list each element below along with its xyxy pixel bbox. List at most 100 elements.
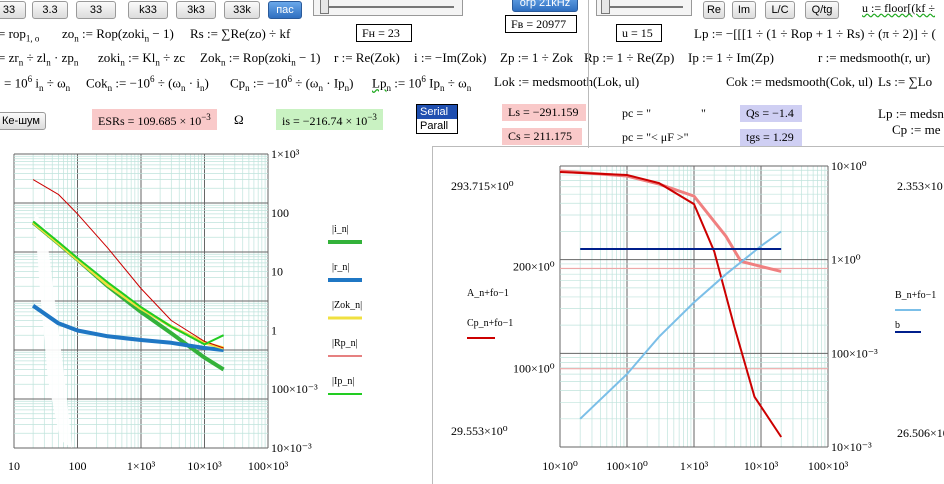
series-line-1	[559, 171, 783, 438]
legend-label: |Ip_n|	[332, 376, 354, 387]
series-line-1	[31, 304, 224, 352]
view-button-l-c[interactable]: L/C	[765, 1, 795, 19]
inner-right-label: 100×10⁻³	[831, 346, 878, 360]
x-tick-label: 100×10³	[248, 459, 289, 473]
legend-label: |Zok_n|	[332, 300, 362, 311]
formula-l: = 106 in ÷ ωn	[4, 74, 71, 93]
pc-string-2: pc = "< μF >"	[622, 130, 689, 144]
legend-label: Cp_n+fo−1	[467, 318, 513, 329]
fn-value: Fн = 23	[356, 24, 412, 42]
fv-value: Fв = 20977	[505, 15, 577, 33]
view-button-re[interactable]: Re	[703, 1, 725, 19]
formula-zo: zon := Rop(zokin − 1)	[62, 26, 174, 44]
legend-label: |i_n|	[332, 224, 349, 235]
range-button-3[interactable]: k33	[128, 1, 168, 19]
formula-cp: Cpn := −106 ÷ (ωn · Ipn)	[230, 74, 354, 93]
formula-i: i := −Im(Zok)	[414, 50, 487, 65]
view-button-q-tg[interactable]: Q/tg	[805, 1, 839, 19]
range-button-4[interactable]: 3k3	[176, 1, 216, 19]
range-button-1[interactable]: 3.3	[32, 1, 68, 19]
formula-ls: Ls := ∑Lo	[878, 74, 933, 89]
formula-rs: Rs := ∑Re(zo) ÷ kf	[190, 26, 291, 41]
mode-listbox[interactable]: Serial Parall	[416, 104, 458, 134]
formula-r: r := Re(Zok)	[334, 50, 400, 65]
y-tick-label: 100×10⁻³	[271, 382, 318, 396]
left-axis-label: 100×10⁰	[513, 362, 555, 376]
noise-button[interactable]: Ке-шум	[0, 112, 46, 130]
range-button-6[interactable]: пас	[268, 1, 302, 19]
formula-rop: = rop1, o	[0, 26, 40, 44]
left-axis-label: 293.715×10⁰	[451, 179, 514, 193]
inner-right-label: 1×10⁰	[831, 253, 861, 267]
formula-lok: Lok := medsmooth(Lok, ul)	[494, 74, 640, 89]
y-tick-label: 10×10⁻³	[271, 441, 312, 455]
series-line-2	[579, 230, 782, 420]
formula-cp-smooth: Cp := me	[892, 122, 941, 137]
mode-option-parall[interactable]: Parall	[420, 120, 449, 132]
formula-u-floor: u := floor[(kf ÷	[862, 1, 936, 15]
x-tick-label: 10×10⁰	[542, 459, 578, 473]
omega-unit: Ω	[234, 112, 244, 127]
series-line-4	[32, 220, 225, 346]
formula-cok-smooth: Cok := medsmooth(Cok, ul)	[726, 74, 873, 89]
x-tick-label: 1×10³	[127, 459, 156, 473]
formula-lp: Lpn := 106 Ipn ÷ ωn	[372, 74, 472, 93]
formula-rp: Rp := 1 ÷ Re(Zp)	[584, 50, 675, 65]
formula-zoki: zokin := Kln ÷ zc	[98, 50, 186, 68]
series-line-3	[32, 179, 224, 349]
legend-label: |Rp_n|	[332, 338, 358, 349]
y-tick-label: 1×10³	[271, 147, 300, 161]
esr-result: ESRs = 109.685 × 10−3	[92, 109, 217, 130]
formula-cok: Cokn := −106 ÷ (ωn · in)	[86, 74, 209, 93]
filter-21khz-button[interactable]: огр 21kHz	[512, 0, 578, 12]
left-axis-label: 29.553×10⁰	[451, 424, 508, 438]
formula-r-smooth: r := medsmooth(r, ur)	[818, 50, 931, 65]
x-tick-label: 100×10⁰	[606, 459, 648, 473]
range-button-5[interactable]: 33k	[224, 1, 260, 19]
noise-gap	[34, 210, 72, 448]
legend-label: B_n+fo−1	[895, 290, 936, 301]
series-line-2	[32, 221, 224, 350]
x-tick-label: 10	[8, 459, 20, 473]
x-tick-label: 100×10³	[808, 459, 849, 473]
y-tick-label: 10	[271, 265, 283, 279]
inner-right-label: 10×10⁰	[831, 159, 867, 173]
cursor-line	[588, 0, 589, 148]
fn-slider[interactable]	[313, 0, 463, 16]
capacitance-chart: 10×10⁰ 100×10⁰ 1×10³ 10×10³ 100×10³ 293.715×1…	[451, 159, 944, 473]
impedance-chart: 10 100 1×10³ 10×10³ 100×10³ 1×10³ 100 10 1 100×10…	[8, 147, 362, 473]
tgs-result: tgs = 1.29	[740, 129, 802, 146]
formula-lp-smooth: Lp := medsn	[878, 106, 944, 121]
region-divider	[432, 146, 433, 484]
formula-ip: Ip := 1 ÷ Im(Zp)	[688, 50, 774, 65]
view-button-im[interactable]: Im	[732, 1, 756, 19]
range-button-0[interactable]: 33	[0, 1, 26, 19]
legend-label: b	[895, 320, 900, 331]
x-tick-label: 10×10³	[744, 459, 779, 473]
qs-result: Qs = −1.4	[740, 105, 802, 122]
formula-zs: = zrn ÷ zln · zpn	[0, 50, 79, 68]
ls-result: Ls = −291.159	[502, 104, 586, 121]
region-divider-top	[432, 146, 944, 147]
pc-string-1: pc = " "	[622, 106, 706, 120]
cs-result: Cs = 211.175	[502, 128, 582, 145]
u-value: u = 15	[616, 24, 662, 42]
mode-option-serial[interactable]: Serial	[417, 105, 457, 119]
outer-right-label: 2.353×10	[897, 179, 943, 193]
x-tick-label: 1×10³	[680, 459, 709, 473]
inner-right-label: 10×10⁻³	[831, 440, 872, 454]
is-result: is = −216.74 × 10−3	[276, 109, 383, 130]
formula-lp-long: Lp := −[[[1 ÷ (1 ÷ Rop + 1 ÷ Rs) ÷ (π ÷ …	[694, 26, 936, 41]
x-tick-label: 100	[69, 459, 87, 473]
legend-label: |r_n|	[332, 262, 349, 273]
left-axis-label: 200×10⁰	[513, 259, 555, 273]
y-tick-label: 1	[271, 323, 277, 337]
x-tick-label: 10×10³	[187, 459, 222, 473]
legend-label: A_n+fo−1	[467, 288, 509, 299]
y-tick-label: 100	[271, 206, 289, 220]
formula-zp: Zp := 1 ÷ Zok	[500, 50, 573, 65]
outer-right-label: 26.506×10	[897, 426, 944, 440]
range-button-2[interactable]: 33	[76, 1, 116, 19]
u-slider[interactable]	[596, 0, 692, 16]
formula-zok: Zokn := Rop(zokin − 1)	[200, 50, 321, 68]
